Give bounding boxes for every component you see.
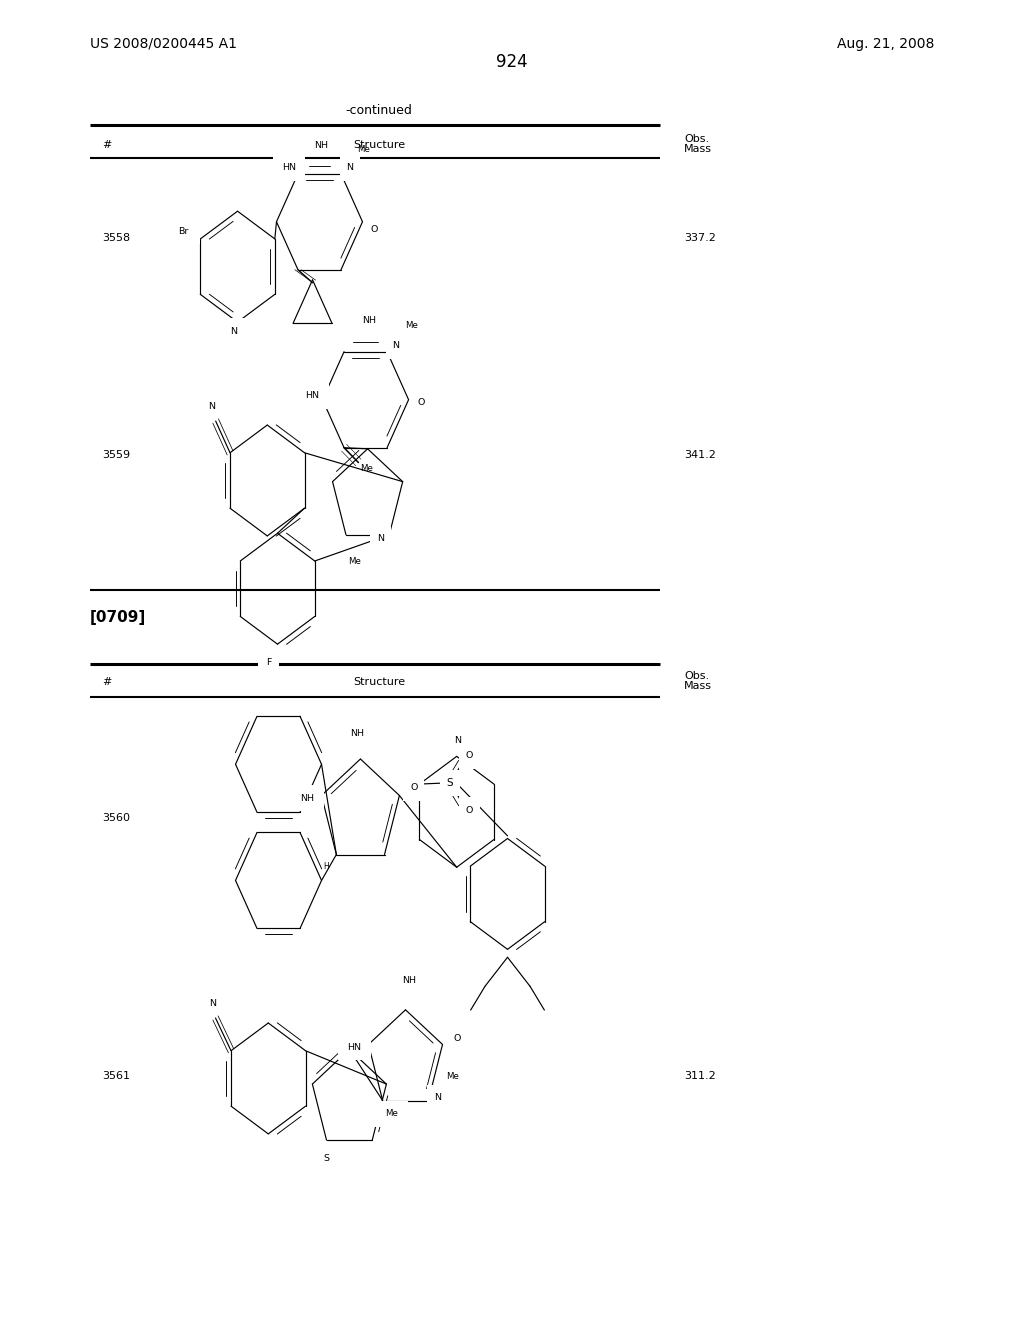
- Text: NH: NH: [401, 977, 416, 985]
- Bar: [440, 770, 461, 796]
- Text: Me: Me: [357, 145, 370, 154]
- Text: Obs.: Obs.: [684, 671, 710, 681]
- Bar: [223, 318, 244, 345]
- Bar: [316, 1146, 337, 1172]
- Text: NH: NH: [314, 141, 329, 149]
- Bar: [459, 797, 479, 824]
- Text: #: #: [102, 140, 112, 150]
- Bar: [364, 216, 384, 243]
- Text: 311.2: 311.2: [684, 1071, 716, 1081]
- Text: Obs.: Obs.: [684, 133, 710, 144]
- Text: [0709]: [0709]: [90, 610, 146, 626]
- Text: S: S: [446, 777, 454, 788]
- Bar: [291, 785, 324, 812]
- Bar: [411, 389, 431, 416]
- Bar: [272, 154, 305, 181]
- Text: Me: Me: [360, 465, 373, 474]
- Text: O: O: [410, 783, 418, 792]
- Bar: [167, 218, 200, 244]
- Text: Me: Me: [446, 1072, 460, 1081]
- Text: S: S: [324, 1154, 330, 1163]
- Bar: [296, 383, 329, 409]
- Text: Br: Br: [178, 227, 188, 235]
- Text: 3560: 3560: [102, 813, 130, 824]
- Text: F: F: [266, 659, 271, 667]
- Text: N: N: [230, 327, 237, 337]
- Bar: [370, 525, 390, 552]
- Text: 337.2: 337.2: [684, 232, 716, 243]
- Text: Mass: Mass: [684, 144, 712, 154]
- Text: Aug. 21, 2008: Aug. 21, 2008: [837, 37, 934, 50]
- Text: N: N: [209, 999, 216, 1007]
- Text: Me: Me: [406, 321, 418, 330]
- Text: O: O: [371, 226, 378, 234]
- Text: H: H: [324, 862, 329, 871]
- Text: 341.2: 341.2: [684, 450, 716, 461]
- Text: US 2008/0200445 A1: US 2008/0200445 A1: [90, 37, 238, 50]
- Text: N: N: [434, 1093, 441, 1102]
- Bar: [447, 727, 468, 754]
- Text: O: O: [417, 397, 425, 407]
- Text: N: N: [346, 162, 353, 172]
- Bar: [446, 1024, 467, 1051]
- Text: 3561: 3561: [102, 1071, 130, 1081]
- Bar: [340, 154, 360, 181]
- Bar: [459, 742, 479, 768]
- Text: Me: Me: [348, 557, 361, 566]
- Bar: [338, 1034, 371, 1060]
- Text: Structure: Structure: [353, 140, 404, 150]
- Text: HN: HN: [305, 391, 319, 400]
- Text: O: O: [466, 807, 473, 814]
- Text: O: O: [466, 751, 473, 760]
- Text: HN: HN: [347, 1043, 361, 1052]
- Text: -continued: -continued: [345, 104, 413, 117]
- Bar: [375, 1101, 408, 1127]
- Text: 924: 924: [497, 53, 527, 71]
- Text: HN: HN: [282, 162, 296, 172]
- Text: Mass: Mass: [684, 681, 712, 692]
- Text: N: N: [377, 535, 384, 544]
- Text: #: #: [102, 677, 112, 688]
- Text: Me: Me: [385, 1109, 398, 1118]
- Text: 3559: 3559: [102, 450, 130, 461]
- Text: N: N: [454, 737, 461, 744]
- Text: NH: NH: [361, 315, 376, 325]
- Text: Structure: Structure: [353, 677, 404, 688]
- Bar: [258, 649, 279, 676]
- Text: 3558: 3558: [102, 232, 130, 243]
- Text: N: N: [392, 341, 399, 350]
- Bar: [427, 1085, 447, 1111]
- Bar: [403, 775, 424, 801]
- Text: NH: NH: [300, 793, 314, 803]
- Text: NH: NH: [350, 729, 365, 738]
- Text: N: N: [208, 401, 215, 411]
- Bar: [386, 333, 407, 359]
- Text: O: O: [454, 1034, 461, 1043]
